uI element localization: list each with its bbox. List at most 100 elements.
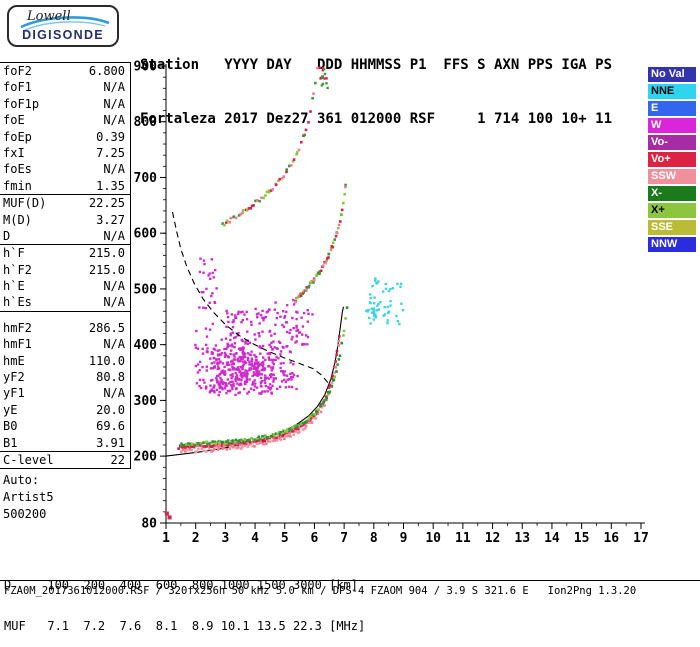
- footer-divider: [0, 580, 700, 581]
- param-value: 3.91: [96, 435, 125, 450]
- param-value: 0.39: [96, 129, 125, 144]
- param-value: N/A: [103, 386, 125, 401]
- param-value: 1.35: [96, 178, 125, 193]
- svg-text:3: 3: [221, 531, 229, 546]
- param-row: foEs N/A: [0, 161, 130, 177]
- param-label: B1: [3, 435, 18, 450]
- svg-text:80: 80: [141, 517, 157, 532]
- legend-item-noval: No Val: [648, 67, 696, 82]
- svg-text:300: 300: [134, 394, 158, 409]
- param-row: C-level 22: [0, 452, 130, 468]
- station-header: Station YYYY DAY DDD HHMMSS P1 FFS S AXN…: [140, 20, 612, 146]
- param-label: hmE: [3, 353, 25, 368]
- svg-text:17: 17: [633, 531, 649, 546]
- param-row: D N/A: [0, 228, 130, 244]
- param-label: h`F2: [3, 262, 32, 277]
- svg-text:200: 200: [134, 450, 158, 465]
- param-label: foF1: [3, 80, 32, 95]
- digisonde-logo: Lowell DIGISONDE: [7, 5, 119, 47]
- auto-line: 500200: [3, 506, 47, 521]
- param-label: yE: [3, 402, 18, 417]
- param-group: MUF(D) 22.25 M(D) 3.27 D N/A: [0, 195, 130, 246]
- station-header-labels: Station YYYY DAY DDD HHMMSS P1 FFS S AXN…: [140, 57, 613, 73]
- svg-text:4: 4: [251, 531, 259, 546]
- station-header-values: Fortaleza 2017 Dez27 361 012000 RSF 1 71…: [140, 111, 613, 127]
- logo-product-text: DIGISONDE: [22, 28, 104, 42]
- dmuf-table: D 100 200 400 600 800 1000 1500 3000 [km…: [4, 552, 365, 647]
- param-row: B1 3.91: [0, 435, 130, 451]
- param-group: C-level 22: [0, 452, 130, 470]
- echo-regions: [194, 66, 405, 397]
- param-row: yE 20.0: [0, 402, 130, 418]
- logo-brand-text: Lowell: [27, 9, 71, 24]
- param-value: 22: [110, 452, 125, 467]
- param-row: B0 69.6: [0, 418, 130, 434]
- param-value: 69.6: [96, 419, 125, 434]
- param-group: hmF2 286.5 hmF1 N/A hmE 110.0 yF2 80.8 yF1 N/A yE 2…: [0, 312, 130, 452]
- param-label: MUF(D): [3, 196, 47, 211]
- svg-text:800: 800: [134, 115, 158, 130]
- svg-text:7: 7: [340, 531, 348, 546]
- axes: 1 2 3 4 5 6 7 8 9 10 11 12 13 14 15 16 17802003004005006…: [134, 60, 649, 547]
- param-row: MUF(D) 22.25: [0, 195, 130, 211]
- auto-line: Artist5: [3, 490, 54, 505]
- param-value: N/A: [103, 113, 125, 128]
- svg-text:9: 9: [400, 531, 408, 546]
- param-value: 20.0: [96, 402, 125, 417]
- legend-item-sse: SSE: [648, 220, 696, 235]
- param-label: foEs: [3, 162, 32, 177]
- param-value: N/A: [103, 96, 125, 111]
- param-label: foF2: [3, 64, 32, 78]
- svg-text:8: 8: [370, 531, 378, 546]
- param-label: yF1: [3, 386, 25, 401]
- param-row: hmF2 286.5: [0, 320, 130, 336]
- param-value: 7.25: [96, 145, 125, 160]
- param-row: foE N/A: [0, 112, 130, 128]
- param-label: foE: [3, 113, 25, 128]
- doppler-direction-legend: No Val NNE E W Vo- Vo+ SSW X- X+ SSE NNW: [648, 67, 696, 254]
- param-row: yF2 80.8: [0, 369, 130, 385]
- param-value: N/A: [103, 279, 125, 294]
- svg-text:11: 11: [455, 531, 471, 546]
- param-value: N/A: [103, 228, 125, 243]
- svg-text:10: 10: [425, 531, 441, 546]
- legend-item-ssw: SSW: [648, 169, 696, 184]
- param-value: N/A: [103, 295, 125, 310]
- legend-item-x: X+: [648, 203, 696, 218]
- param-value: 3.27: [96, 212, 125, 227]
- svg-text:12: 12: [485, 531, 501, 546]
- param-label: B0: [3, 419, 18, 434]
- param-label: yF2: [3, 370, 25, 385]
- param-value: 215.0: [88, 246, 125, 261]
- logo-swoosh-icon: [20, 16, 110, 31]
- param-label: D: [3, 228, 11, 243]
- param-row: hmE 110.0: [0, 353, 130, 369]
- param-row: foEp 0.39: [0, 129, 130, 145]
- param-value: 110.0: [88, 353, 125, 368]
- param-value: 215.0: [88, 262, 125, 277]
- param-label: foEp: [3, 129, 32, 144]
- svg-text:6: 6: [311, 531, 319, 546]
- param-row: h`F 215.0: [0, 245, 130, 261]
- param-row: h`Es N/A: [0, 294, 130, 310]
- param-value: 286.5: [88, 320, 125, 335]
- param-label: h`E: [3, 279, 25, 294]
- svg-text:500: 500: [134, 282, 158, 297]
- parameter-column: foF2 6.800 foF1 N/A foF1p N/A foE N/A foEp 0.39 fx…: [0, 62, 131, 523]
- param-label: M(D): [3, 212, 32, 227]
- param-row: hmF1 N/A: [0, 336, 130, 352]
- param-value: 22.25: [88, 196, 125, 211]
- param-label: fxI: [3, 145, 25, 160]
- svg-text:13: 13: [514, 531, 530, 546]
- legend-item-e: E: [648, 101, 696, 116]
- svg-text:5: 5: [281, 531, 289, 546]
- param-group: h`F 215.0 h`F2 215.0 h`E N/A h`Es N/A: [0, 245, 130, 312]
- footer-muf-row: MUF 7.1 7.2 7.6 8.1 8.9 10.1 13.5 22.3 […: [4, 618, 366, 633]
- param-label: hmF1: [3, 337, 32, 352]
- legend-item-nne: NNE: [648, 84, 696, 99]
- param-value: 6.800: [88, 64, 125, 78]
- param-row: foF1p N/A: [0, 96, 130, 112]
- param-value: N/A: [103, 337, 125, 352]
- svg-text:600: 600: [134, 227, 158, 242]
- fmin-markers: [164, 511, 172, 520]
